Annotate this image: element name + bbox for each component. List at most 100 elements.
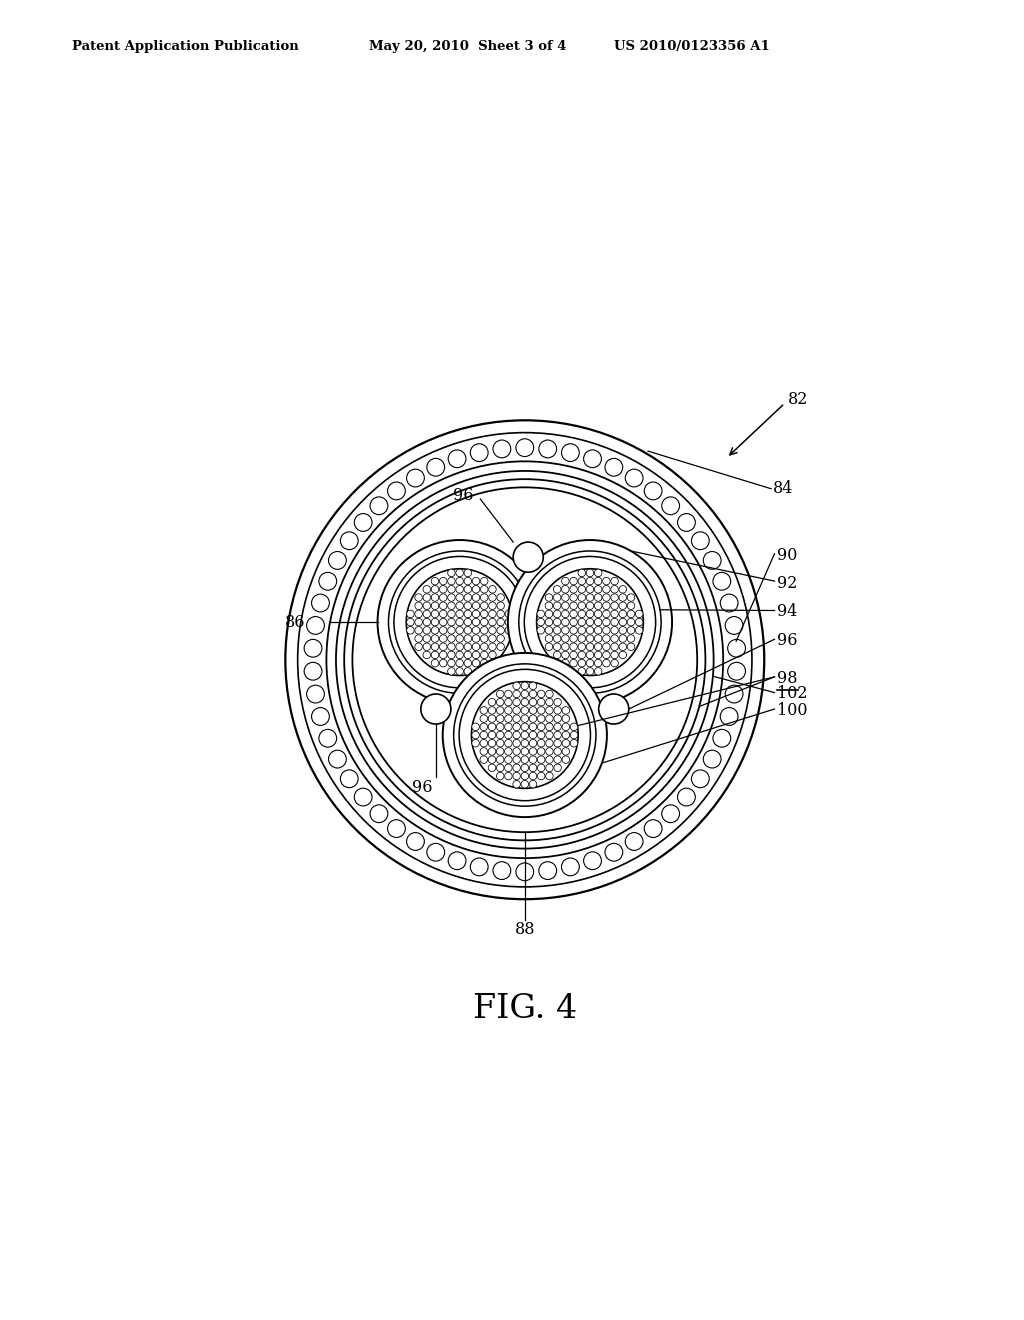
Circle shape: [459, 669, 591, 801]
Text: 100: 100: [776, 702, 807, 719]
Circle shape: [427, 458, 444, 477]
Circle shape: [561, 610, 569, 618]
Circle shape: [505, 772, 512, 780]
Circle shape: [513, 698, 520, 706]
Circle shape: [725, 616, 743, 635]
Circle shape: [456, 594, 464, 602]
Circle shape: [545, 618, 553, 626]
Circle shape: [488, 739, 496, 747]
Circle shape: [554, 756, 561, 763]
Circle shape: [497, 635, 505, 643]
Circle shape: [561, 635, 569, 643]
Circle shape: [546, 772, 553, 780]
Circle shape: [620, 643, 627, 651]
Circle shape: [456, 635, 464, 643]
Circle shape: [311, 594, 330, 612]
Circle shape: [521, 723, 528, 730]
Circle shape: [370, 496, 388, 515]
Circle shape: [644, 820, 663, 837]
Circle shape: [703, 552, 721, 569]
Circle shape: [415, 618, 422, 626]
Circle shape: [529, 682, 537, 689]
Circle shape: [329, 750, 346, 768]
Circle shape: [602, 651, 610, 659]
Circle shape: [529, 747, 537, 755]
Circle shape: [562, 706, 569, 714]
Circle shape: [605, 458, 623, 477]
Circle shape: [713, 573, 731, 590]
Circle shape: [329, 552, 346, 569]
Circle shape: [594, 594, 602, 602]
Circle shape: [594, 635, 602, 643]
Circle shape: [521, 772, 528, 780]
Circle shape: [569, 610, 578, 618]
Circle shape: [578, 635, 586, 643]
Circle shape: [423, 618, 430, 626]
Circle shape: [354, 788, 372, 807]
Circle shape: [720, 708, 738, 726]
Circle shape: [521, 739, 528, 747]
Circle shape: [407, 610, 414, 618]
Circle shape: [554, 698, 561, 706]
Circle shape: [513, 723, 520, 730]
Circle shape: [553, 610, 561, 618]
Circle shape: [620, 627, 627, 634]
Circle shape: [472, 660, 480, 667]
Circle shape: [628, 594, 635, 602]
Circle shape: [415, 643, 422, 651]
Circle shape: [415, 635, 422, 643]
Circle shape: [521, 731, 528, 739]
Circle shape: [387, 482, 406, 500]
Circle shape: [521, 756, 528, 763]
Circle shape: [586, 643, 594, 651]
Circle shape: [553, 643, 561, 651]
Circle shape: [602, 660, 610, 667]
Circle shape: [602, 643, 610, 651]
Circle shape: [611, 618, 618, 626]
Text: 82: 82: [788, 391, 809, 408]
Circle shape: [578, 610, 586, 618]
Circle shape: [388, 550, 530, 693]
Circle shape: [447, 577, 456, 585]
Circle shape: [513, 739, 520, 747]
Circle shape: [570, 723, 578, 730]
Circle shape: [497, 772, 504, 780]
Circle shape: [439, 643, 447, 651]
Circle shape: [464, 635, 472, 643]
Circle shape: [464, 668, 472, 675]
Circle shape: [423, 594, 430, 602]
Circle shape: [480, 739, 487, 747]
Circle shape: [318, 573, 337, 590]
Circle shape: [562, 723, 569, 730]
Circle shape: [713, 730, 731, 747]
Circle shape: [505, 739, 512, 747]
Circle shape: [497, 643, 505, 651]
Circle shape: [569, 618, 578, 626]
Text: 84: 84: [773, 480, 794, 498]
Circle shape: [578, 668, 586, 675]
Circle shape: [529, 698, 537, 706]
Circle shape: [636, 627, 643, 634]
Circle shape: [562, 747, 569, 755]
Circle shape: [480, 602, 488, 610]
Circle shape: [594, 586, 602, 593]
Circle shape: [538, 747, 545, 755]
Circle shape: [546, 731, 553, 739]
Circle shape: [546, 698, 553, 706]
Circle shape: [447, 586, 456, 593]
Circle shape: [538, 715, 545, 722]
Circle shape: [569, 602, 578, 610]
Circle shape: [644, 482, 663, 500]
Circle shape: [586, 586, 594, 593]
Circle shape: [611, 577, 618, 585]
Circle shape: [431, 635, 438, 643]
Circle shape: [421, 694, 451, 725]
Circle shape: [636, 618, 643, 626]
Circle shape: [505, 764, 512, 772]
Circle shape: [456, 618, 464, 626]
Circle shape: [538, 772, 545, 780]
Circle shape: [628, 635, 635, 643]
Circle shape: [449, 851, 466, 870]
Circle shape: [584, 851, 601, 870]
Circle shape: [594, 610, 602, 618]
